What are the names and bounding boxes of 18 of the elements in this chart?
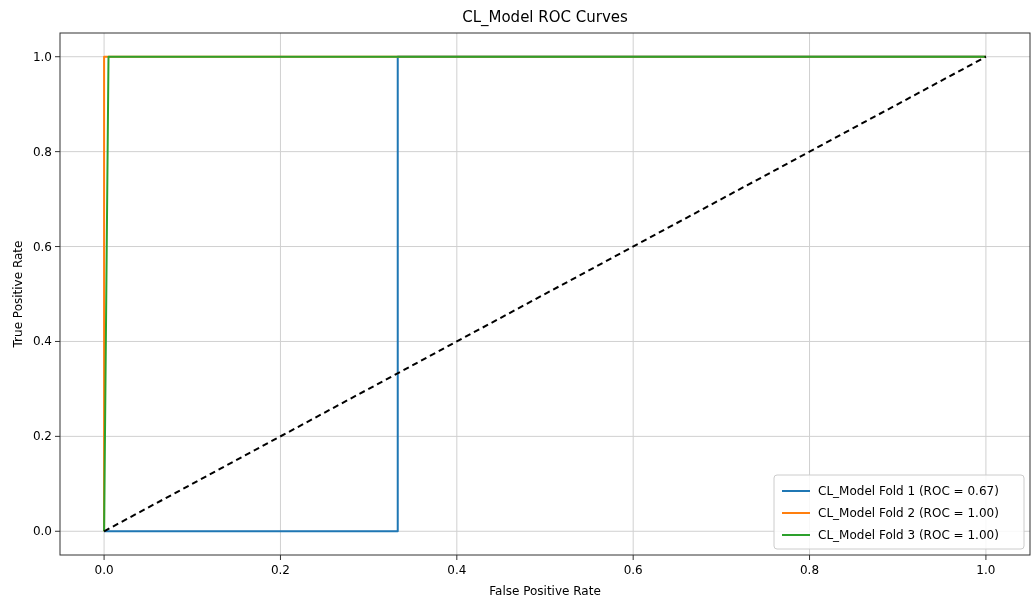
x-tick-label: 0.4 (447, 563, 467, 577)
y-tick-label: 0.0 (32, 524, 52, 539)
legend-label: CL_Model Fold 2 (ROC = 1.00) (818, 506, 999, 520)
x-axis-title: False Positive Rate (489, 584, 601, 598)
y-tick-label: 0.6 (32, 239, 52, 254)
chart-title: CL_Model ROC Curves (462, 8, 629, 27)
y-tick-label: 0.2 (32, 429, 52, 444)
x-tick-label: 0.8 (800, 563, 820, 577)
x-tick-label: 0.2 (270, 563, 290, 577)
y-tick-label: 1.0 (32, 49, 52, 64)
x-tick-label: 0.0 (94, 563, 114, 577)
legend-label: CL_Model Fold 1 (ROC = 0.67) (818, 484, 999, 498)
y-tick-label: 0.4 (32, 334, 52, 349)
y-tick-label: 0.8 (32, 144, 52, 159)
legend-label: CL_Model Fold 3 (ROC = 1.00) (818, 528, 999, 542)
x-tick-label: 1.0 (976, 563, 996, 577)
x-tick-label: 0.6 (623, 563, 643, 577)
y-axis-title: True Positive Rate (11, 240, 25, 349)
